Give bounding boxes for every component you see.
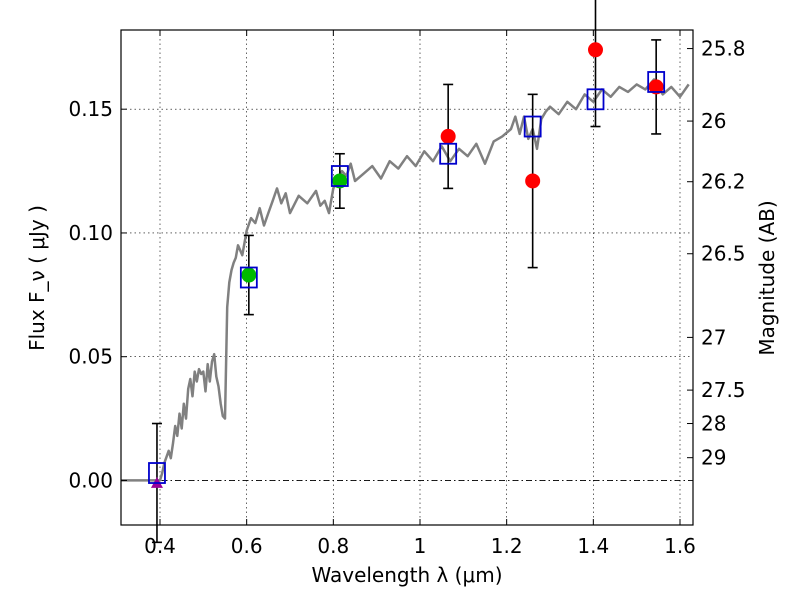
data-point [588, 42, 603, 58]
model-photometry-square [239, 266, 258, 289]
model-photometry-square [148, 462, 166, 484]
x-tick-label: 1.2 [491, 534, 523, 558]
x-tick-label: 0.8 [317, 534, 349, 558]
magnitude-tick-label: 27 [701, 325, 726, 349]
markers [148, 42, 666, 488]
data-point [648, 79, 664, 95]
plot-frame [120, 29, 694, 526]
x-tick-label: 0.6 [231, 534, 263, 558]
data-point [440, 128, 456, 144]
model-sed-layer [121, 78, 690, 482]
magnitude-tick-label: 26 [701, 109, 726, 133]
magnitude-tick-label: 25.8 [701, 37, 746, 61]
magnitude-tick-label: 29 [701, 446, 726, 470]
y-tick-label: 0.05 [68, 345, 113, 369]
x-axis-title: Wavelength λ (μm) [311, 563, 502, 587]
y-tick-label: 0.10 [68, 221, 113, 245]
y-axis-title-left: Flux F_ν ( μJy ) [25, 205, 49, 351]
data-point [525, 173, 541, 189]
grid [121, 30, 693, 525]
x-tick-label: 1 [414, 534, 427, 558]
y-axis-title-right: Magnitude (AB) [755, 200, 779, 355]
y-tick-label: 0.15 [68, 97, 113, 121]
y-tick-label: 0.00 [68, 468, 113, 492]
magnitude-tick-label: 26.5 [701, 242, 746, 266]
magnitude-tick-label: 26.2 [701, 170, 746, 194]
data-point [332, 173, 348, 189]
model-photometry-square [523, 115, 542, 138]
error-bars [151, 0, 662, 544]
model-sed-line [121, 78, 690, 482]
magnitude-tick-label: 28 [701, 412, 726, 436]
ticks: 0.4 0.6 0.8 1 1.2 1.4 1.6 0.00 0.05 0.10 0.15 25.8 2… [68, 30, 746, 558]
model-photometry-square [439, 142, 458, 165]
model-photometry-square [586, 88, 605, 111]
x-tick-label: 0.4 [144, 534, 176, 558]
model-photometry-square [647, 71, 666, 93]
magnitude-tick-label: 27.5 [701, 378, 746, 402]
data-point [241, 267, 257, 283]
x-tick-label: 1.4 [577, 534, 609, 558]
model-photometry-square [330, 165, 349, 187]
x-tick-label: 1.6 [664, 534, 696, 558]
